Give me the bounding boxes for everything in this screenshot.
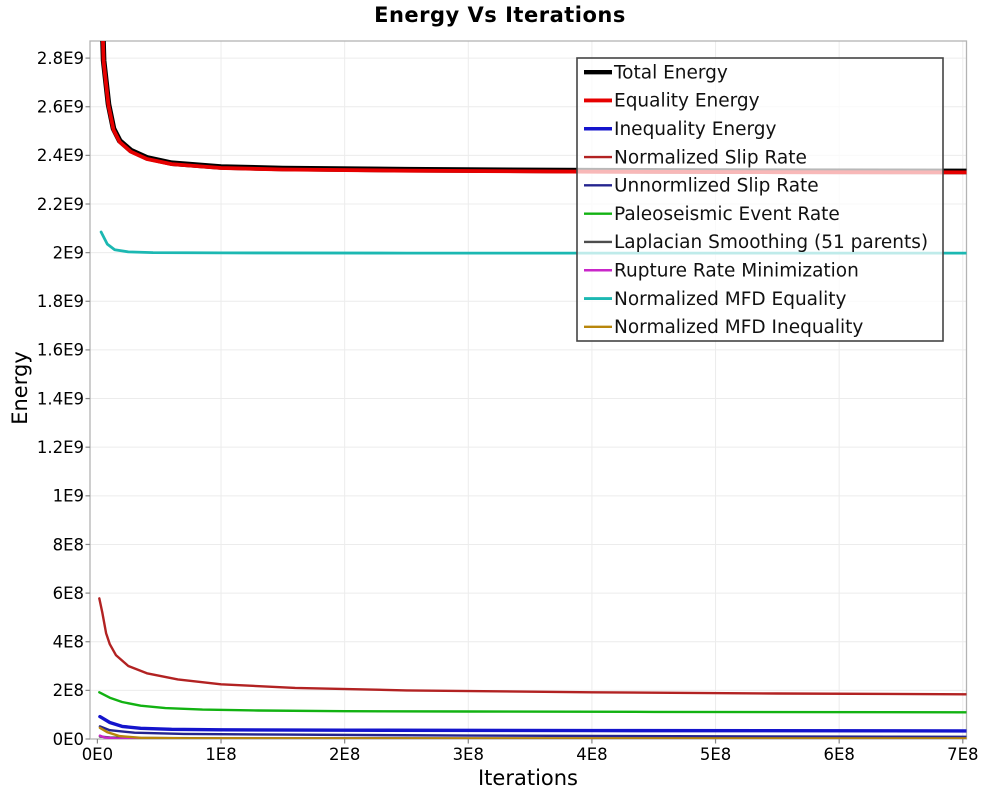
y-tick-label: 1.8E9: [37, 292, 84, 311]
legend-item: Paleoseismic Event Rate: [584, 204, 840, 225]
legend-label: Normalized MFD Inequality: [614, 317, 863, 338]
y-tick-label: 1.6E9: [37, 341, 84, 360]
series-line-normalized-mfd-inequality: [98, 726, 967, 739]
legend-label: Laplacian Smoothing (51 parents): [614, 232, 928, 253]
legend-label: Inequality Energy: [614, 119, 777, 140]
y-tick-label: 1.4E9: [37, 389, 84, 408]
y-tick-label: 1E9: [53, 487, 84, 506]
x-tick-label: 0E0: [82, 745, 113, 764]
y-tick-label: 2.4E9: [37, 146, 84, 165]
legend-item: Normalized MFD Equality: [584, 289, 847, 310]
legend-label: Rupture Rate Minimization: [614, 260, 859, 281]
chart-title: Energy Vs Iterations: [374, 3, 626, 27]
y-tick-label: 4E8: [53, 633, 84, 652]
x-tick-label: 7E8: [947, 745, 978, 764]
series-group: [98, 41, 967, 739]
series-line-normalized-mfd-equality: [99, 230, 967, 255]
legend-item: Unnormlized Slip Rate: [584, 176, 819, 197]
x-tick-label: 6E8: [823, 745, 854, 764]
legend-label: Total Energy: [613, 62, 728, 83]
y-tick-label: 2E8: [53, 681, 84, 700]
y-tick-label: 1.2E9: [37, 438, 84, 457]
series-line-paleoseismic-event-rate: [98, 691, 967, 714]
y-tick-label: 2.6E9: [37, 98, 84, 117]
y-tick-label: 2.2E9: [37, 195, 84, 214]
legend-item: Normalized MFD Inequality: [584, 317, 863, 338]
legend-label: Paleoseismic Event Rate: [614, 204, 840, 225]
legend-item: Laplacian Smoothing (51 parents): [584, 232, 928, 253]
y-tick-label: 0E0: [53, 730, 84, 749]
legend-item: Equality Energy: [584, 91, 760, 112]
x-tick-label: 5E8: [700, 745, 731, 764]
legend: Total Energy Equality Energy Inequality En…: [576, 57, 944, 342]
y-tick-label: 2.8E9: [37, 49, 84, 68]
legend-box: [576, 57, 944, 342]
series-line-unnormlized-slip-rate: [98, 725, 967, 738]
series-line-equality-energy: [101, 41, 967, 175]
x-axis-label: Iterations: [477, 766, 579, 790]
legend-item: Rupture Rate Minimization: [584, 260, 859, 281]
x-tick-label: 4E8: [576, 745, 607, 764]
x-tick-label: 1E8: [205, 745, 236, 764]
legend-label: Normalized Slip Rate: [614, 147, 807, 168]
legend-item: Total Energy: [584, 62, 728, 83]
x-tick-label: 3E8: [453, 745, 484, 764]
legend-label: Equality Energy: [614, 91, 760, 112]
y-axis-label: Energy: [8, 351, 32, 425]
y-tick-label: 6E8: [53, 584, 84, 603]
legend-item: Inequality Energy: [584, 119, 777, 140]
x-tick-label: 2E8: [329, 745, 360, 764]
y-tick-label: 8E8: [53, 535, 84, 554]
legend-item: Normalized Slip Rate: [584, 147, 807, 168]
y-tick-label: 2E9: [53, 243, 84, 262]
series-line-inequality-energy: [98, 714, 967, 733]
series-line-normalized-slip-rate: [98, 597, 967, 696]
legend-label: Normalized MFD Equality: [614, 289, 847, 310]
legend-label: Unnormlized Slip Rate: [614, 176, 819, 197]
